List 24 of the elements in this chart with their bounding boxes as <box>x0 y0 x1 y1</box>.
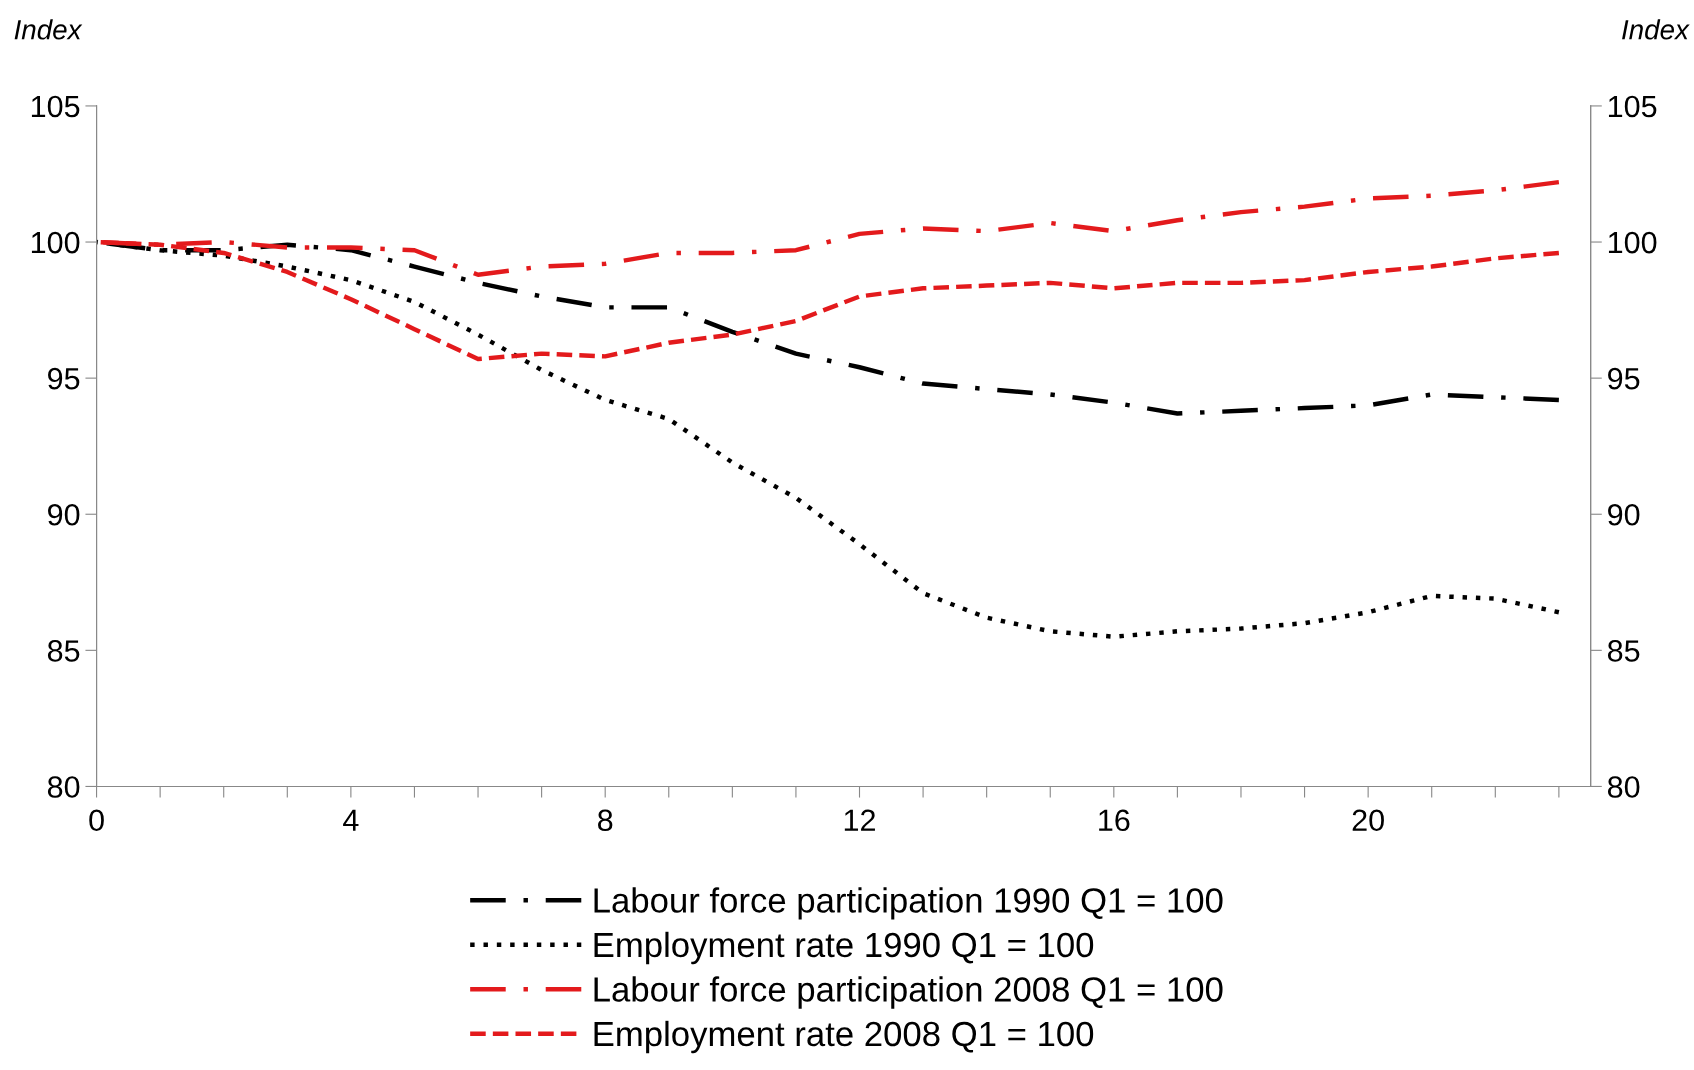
y2-tick-label: 95 <box>1608 367 1640 390</box>
y2-tick-label: 90 <box>1608 503 1640 526</box>
y2-tick-label: 80 <box>1607 776 1640 798</box>
y2-tick-label: 105 <box>1608 95 1657 118</box>
x-tick-label: 0 <box>89 809 104 832</box>
legend-label: Employment rate 1990 Q1 = 100 <box>594 931 1094 965</box>
y-tick-label: 105 <box>31 95 80 118</box>
y-tick-label: 95 <box>48 367 80 390</box>
y-tick-label: 90 <box>48 503 80 526</box>
legend-label: Labour force participation 2008 Q1 = 100 <box>594 976 1223 1009</box>
x-tick-label: 4 <box>343 809 359 831</box>
x-tick-label: 12 <box>844 809 875 831</box>
y2-tick-label: 100 <box>1608 231 1657 254</box>
y-tick-label: 85 <box>47 640 80 662</box>
x-tick-label: 8 <box>598 809 613 832</box>
legend-label: Labour force participation 1990 Q1 = 100 <box>594 887 1223 920</box>
x-tick-label: 20 <box>1352 809 1384 832</box>
legend-label: Employment rate 2008 Q1 = 100 <box>594 1020 1094 1054</box>
y2-tick-label: 85 <box>1607 640 1640 662</box>
y2-axis-title: Index <box>1622 19 1690 40</box>
x-tick-label: 16 <box>1099 809 1130 832</box>
y-tick-label: 80 <box>47 776 80 798</box>
y-axis-title: Index <box>14 19 83 40</box>
y-tick-label: 100 <box>31 231 80 254</box>
